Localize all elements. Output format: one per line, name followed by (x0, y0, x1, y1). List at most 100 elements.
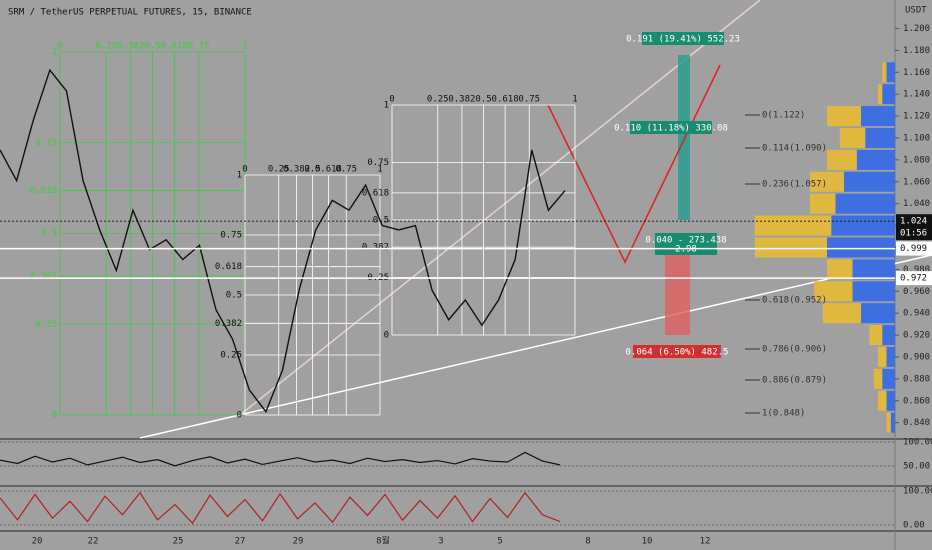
price-line (0, 68, 566, 414)
profile-sell (878, 84, 883, 105)
price-marker-bg (896, 271, 932, 286)
fib-label: 0.618 (315, 165, 342, 175)
fib-label: 0.618 (362, 188, 389, 198)
profile-sell (822, 303, 861, 324)
fib-label: 1 (377, 165, 382, 175)
fib-label: 0.75 (367, 158, 389, 168)
osc-tick-label: 100.00 (903, 487, 932, 497)
trend-line (139, 254, 932, 439)
profile-sell (878, 390, 887, 411)
retrace-label: 0.786(0.906) (762, 345, 827, 355)
profile-sell (878, 346, 887, 367)
y-tick-label: 0.900 (903, 352, 930, 362)
fib-label: 0 (57, 42, 62, 52)
y-tick-label: 1.100 (903, 133, 930, 143)
x-tick-label: 25 (173, 537, 184, 547)
y-tick-label: 0.880 (903, 374, 930, 384)
retrace-label: 0.886(0.879) (762, 376, 827, 386)
profile-sell (886, 412, 891, 433)
price-marker-label: 1.024 (900, 217, 927, 227)
profile-buy (882, 325, 895, 346)
fib-label: 0.618 (215, 262, 242, 272)
y-tick-label: 0.840 (903, 418, 930, 428)
y-tick-label: 1.040 (903, 199, 930, 209)
x-tick-label: 5 (497, 537, 502, 547)
fib-label: 0.382 (117, 42, 144, 52)
position-label: 0.191 (19.41%) 552.23 (626, 35, 740, 45)
profile-sell (810, 193, 836, 214)
price-marker-bg (896, 214, 932, 241)
label-bg (630, 121, 712, 134)
currency: USDT (905, 6, 927, 16)
profile-buy (827, 237, 895, 258)
fib-label: 1 (384, 101, 389, 111)
position-label: 0.110 (11.18%) 330.08 (614, 124, 728, 134)
fib-label: 0.382 (448, 95, 475, 105)
profile-buy (844, 171, 895, 192)
fib-label: 0.382 (362, 243, 389, 253)
fib-label: 0.25 (35, 320, 57, 330)
chart-title: SRM / TetherUS PERPETUAL FUTURES, 15, BI… (8, 8, 252, 18)
x-tick-label: 20 (32, 537, 43, 547)
y-tick-label: 0.940 (903, 309, 930, 319)
profile-buy (882, 84, 895, 105)
fib-label: 0.5 (226, 291, 242, 301)
y-tick-label: 1.200 (903, 24, 930, 34)
fib-label: 0.618 (30, 186, 57, 196)
profile-buy (852, 281, 895, 302)
osc-tick-label: 50.00 (903, 461, 930, 471)
retrace-label: 0.236(1.057) (762, 180, 827, 190)
retrace-label: 1(0.848) (762, 409, 805, 419)
profile-sell (814, 281, 853, 302)
y-tick-label: 1.060 (903, 177, 930, 187)
profit-zone (678, 55, 690, 220)
fib-label: 0.25 (95, 42, 117, 52)
y-tick-label: 0.860 (903, 396, 930, 406)
price-marker-label: 0.972 (900, 274, 927, 284)
profile-sell (827, 259, 853, 280)
y-tick-label: 0.920 (903, 331, 930, 341)
profile-sell (827, 106, 861, 127)
fib-label: 0.75 (220, 231, 242, 241)
countdown: 01:56 (900, 229, 927, 239)
profile-buy (831, 215, 895, 236)
profile-buy (852, 259, 895, 280)
fib-label: 1 (572, 95, 577, 105)
osc-line (0, 451, 561, 467)
y-tick-label: 0.980 (903, 265, 930, 275)
fib-label: 1 (242, 42, 247, 52)
profile-buy (835, 193, 895, 214)
x-tick-label: 8 (585, 537, 590, 547)
fib-label: 1 (237, 171, 242, 181)
fib-label: 0 (237, 411, 242, 421)
osc-line (0, 491, 561, 525)
position-label: 0.064 (6.50%) 482.5 (626, 348, 729, 358)
osc-tick-label: 100.00 (903, 437, 932, 447)
fib-label: 0 (52, 411, 57, 421)
y-tick-label: 1.120 (903, 112, 930, 122)
profile-buy (882, 368, 895, 389)
position-label: 2.98 (675, 245, 697, 255)
profile-sell (882, 62, 887, 83)
osc-tick-label: 0.00 (903, 520, 925, 530)
x-tick-label: 12 (700, 537, 711, 547)
profile-buy (865, 127, 895, 148)
x-tick-label: 10 (642, 537, 653, 547)
profile-buy (861, 303, 895, 324)
fib-label: 0 (384, 331, 389, 341)
fib-label: 0.75 (35, 138, 57, 148)
profile-buy (861, 106, 895, 127)
profile-sell (754, 237, 827, 258)
fib-label: 0.25 (220, 351, 242, 361)
profile-buy (886, 346, 895, 367)
fib-label: 0.5 (144, 42, 160, 52)
x-tick-label: 8월 (376, 535, 390, 547)
x-tick-label: 3 (438, 537, 443, 547)
y-tick-label: 1.160 (903, 68, 930, 78)
fib-label: 0.5 (475, 95, 491, 105)
fib-label: 0.75 (335, 165, 357, 175)
fib-label: 0 (242, 165, 247, 175)
loss-zone (665, 250, 690, 335)
profile-sell (873, 368, 883, 389)
